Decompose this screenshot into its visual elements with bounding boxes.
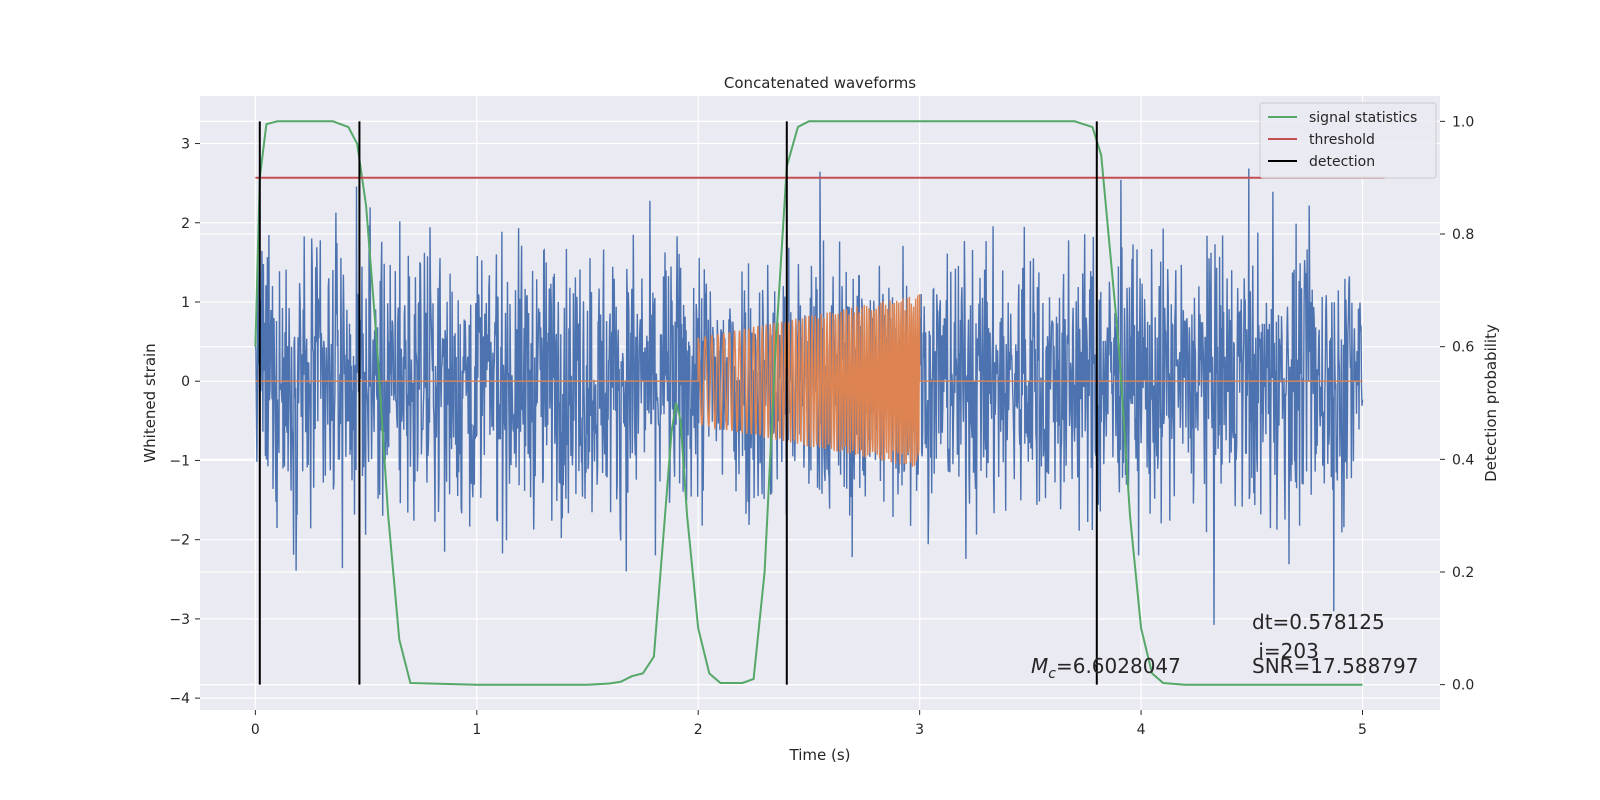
- annotations: Mc=6.6028047 dt=0.578125 i=203 SNR=17.58…: [1031, 610, 1418, 682]
- y-tick-label-left: −1: [169, 453, 190, 469]
- y-tick-label-right: 0.8: [1452, 227, 1474, 243]
- x-tick-label: 2: [694, 722, 703, 738]
- y-tick-label-left: −3: [169, 612, 190, 628]
- legend: signal statistics threshold detection: [1259, 102, 1437, 179]
- annotation-mc-symbol: M: [1031, 654, 1048, 678]
- annotation-dt: dt=0.578125: [1252, 610, 1385, 634]
- y-axis-label-right: Detection probability: [1482, 324, 1500, 482]
- template-line: [255, 294, 1363, 467]
- y-tick-label-left: 0: [181, 374, 190, 390]
- legend-label-signal-statistics: signal statistics: [1309, 110, 1417, 126]
- template-waveform-series: [255, 294, 1363, 467]
- y-tick-label-right: 0.2: [1452, 565, 1474, 581]
- axis-ticks: 0 1 2 3 4 5 −4 −3 −2 −1 0 1 2 3 0.0 0.2 0.4 0.6 0.8 1.0: [169, 114, 1474, 738]
- y-tick-label-left: 3: [181, 137, 190, 153]
- legend-label-threshold: threshold: [1309, 132, 1375, 148]
- x-tick-label: 3: [915, 722, 924, 738]
- legend-box: [1259, 102, 1437, 179]
- x-axis-label: Time (s): [789, 746, 851, 764]
- y-tick-label-right: 0.4: [1452, 452, 1474, 468]
- y-tick-label-right: 1.0: [1452, 114, 1474, 130]
- annotation-index: i=203: [1252, 639, 1319, 663]
- x-tick-label: 1: [472, 722, 481, 738]
- y-tick-label-left: 1: [181, 295, 190, 311]
- y-tick-label-left: 2: [181, 216, 190, 232]
- chart-title: Concatenated waveforms: [724, 74, 916, 92]
- y-tick-label-left: −2: [169, 533, 190, 549]
- strain-line: [254, 168, 1364, 625]
- annotation-chirp-mass: Mc=6.6028047: [1031, 654, 1181, 682]
- y-tick-label-left: −4: [169, 691, 190, 707]
- annotation-snr: SNR=17.588797: [1252, 654, 1418, 678]
- legend-label-detection: detection: [1309, 154, 1375, 170]
- detection-lines: [258, 121, 1098, 685]
- y-axis-label-left: Whitened strain: [141, 343, 159, 462]
- annotation-mc-value: =6.6028047: [1056, 654, 1181, 678]
- annotation-mc-subscript: c: [1048, 666, 1056, 682]
- signal-statistics-layer: [254, 120, 1385, 686]
- series-line-signal-statistics: [254, 120, 1363, 686]
- strain-series: [254, 168, 1364, 625]
- x-tick-label: 0: [251, 722, 260, 738]
- y-tick-label-right: 0.6: [1452, 340, 1474, 356]
- x-tick-label: 5: [1358, 722, 1367, 738]
- x-tick-label: 4: [1137, 722, 1146, 738]
- y-tick-label-right: 0.0: [1452, 678, 1474, 694]
